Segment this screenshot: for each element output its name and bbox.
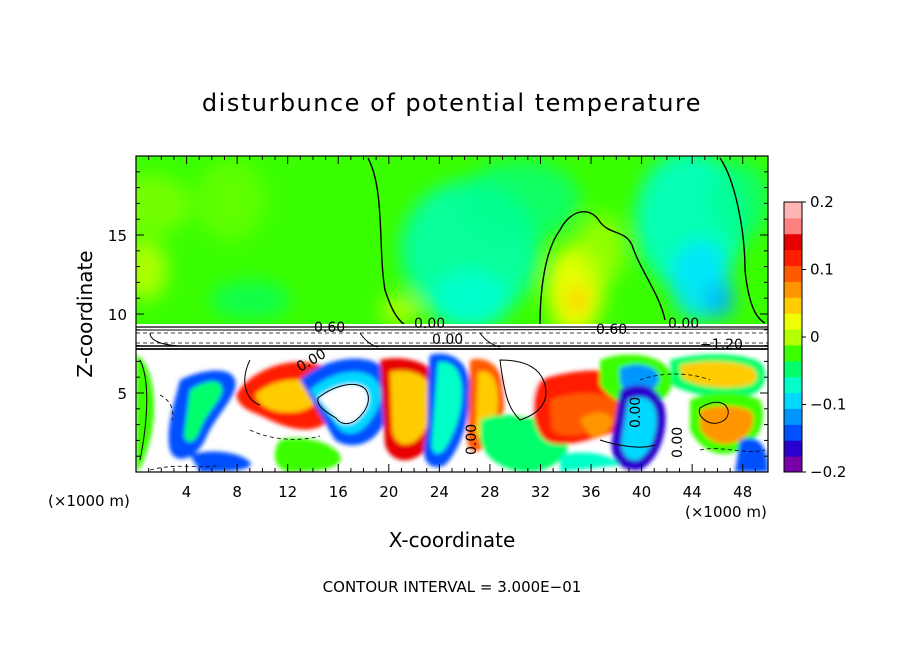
- chart-title: disturbunce of potential temperature: [202, 89, 702, 117]
- colorbar-labels: 0.2 0.1 0 −0.1 −0.2: [802, 193, 846, 481]
- contour-label: 0.00: [628, 397, 644, 428]
- contour-label: 0.00: [668, 316, 699, 332]
- colorbar-tick-label: −0.2: [810, 463, 846, 481]
- colorbar-tick-label: −0.1: [810, 396, 846, 414]
- contour-label: 0.00: [670, 427, 686, 458]
- contour-label: 0.00: [464, 424, 480, 455]
- colorbar-tick-label: 0.2: [810, 193, 834, 211]
- x-unit-label-right: (×1000 m): [685, 503, 767, 521]
- colorbar-swatch: [784, 281, 802, 298]
- contour-label: 0.60: [314, 320, 345, 336]
- colorbar-swatch: [784, 249, 802, 267]
- colorbar-swatch: [784, 408, 802, 425]
- y-axis-ticks: 5 10 15: [108, 171, 768, 457]
- colorbar-swatch: [784, 344, 802, 362]
- colorbar-swatch: [784, 202, 802, 219]
- x-axis-label: X-coordinate: [389, 528, 516, 552]
- x-tick-label: 4: [182, 483, 192, 501]
- colorbar-tick-label: 0: [810, 328, 820, 346]
- y-tick-label: 5: [117, 385, 127, 403]
- colorbar-swatch: [784, 265, 802, 282]
- x-tick-label: 36: [581, 483, 600, 501]
- x-axis-ticks: 4 8 12 16 20 24 28 32 36 40 44 48: [148, 156, 756, 501]
- contour-interval-note: CONTOUR INTERVAL = 3.000E−01: [323, 578, 582, 596]
- colorbar-swatch: [784, 233, 802, 251]
- colorbar-swatch: [784, 217, 802, 235]
- x-unit-label-left: (×1000 m): [48, 492, 130, 510]
- x-tick-label: 48: [733, 483, 752, 501]
- upper-layer-field: [136, 156, 768, 335]
- lower-layer-field: [136, 350, 768, 472]
- x-tick-label: 20: [379, 483, 398, 501]
- x-tick-label: 40: [632, 483, 651, 501]
- colorbar-swatch: [784, 424, 802, 441]
- heatmap-field: [136, 156, 768, 472]
- x-tick-label: 12: [278, 483, 297, 501]
- y-axis-label: Z-coordinate: [73, 250, 97, 377]
- y-tick-label: 10: [108, 306, 127, 324]
- inversion-band: [136, 324, 768, 350]
- contour-label: 0.00: [414, 316, 445, 332]
- x-tick-label: 24: [430, 483, 449, 501]
- contour-labels: 0.60 0.00 0.00 0.60 0.00 −1.20 0.00 0.00…: [294, 316, 743, 458]
- contour-label: 0.00: [432, 332, 463, 348]
- colorbar-swatch: [784, 329, 802, 346]
- x-tick-label: 44: [683, 483, 702, 501]
- colorbar-swatch: [784, 440, 802, 457]
- colorbar-swatch: [784, 376, 802, 394]
- colorbar-swatch: [784, 360, 802, 378]
- colorbar: [783, 201, 803, 473]
- colorbar-swatch: [784, 456, 802, 473]
- colorbar-tick-label: 0.1: [810, 261, 834, 279]
- x-tick-label: 8: [232, 483, 242, 501]
- contour-label: −1.20: [700, 337, 743, 353]
- colorbar-swatch: [784, 392, 802, 409]
- contour-label: 0.60: [596, 322, 627, 338]
- x-tick-label: 28: [480, 483, 499, 501]
- colorbar-swatch: [784, 297, 802, 314]
- y-tick-label: 15: [108, 227, 127, 245]
- colorbar-swatch: [784, 313, 802, 330]
- x-tick-label: 16: [329, 483, 348, 501]
- x-tick-label: 32: [531, 483, 550, 501]
